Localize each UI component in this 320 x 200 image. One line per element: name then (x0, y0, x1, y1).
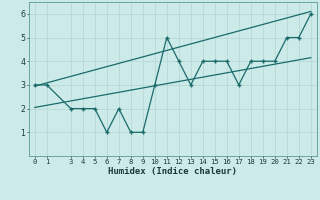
X-axis label: Humidex (Indice chaleur): Humidex (Indice chaleur) (108, 167, 237, 176)
